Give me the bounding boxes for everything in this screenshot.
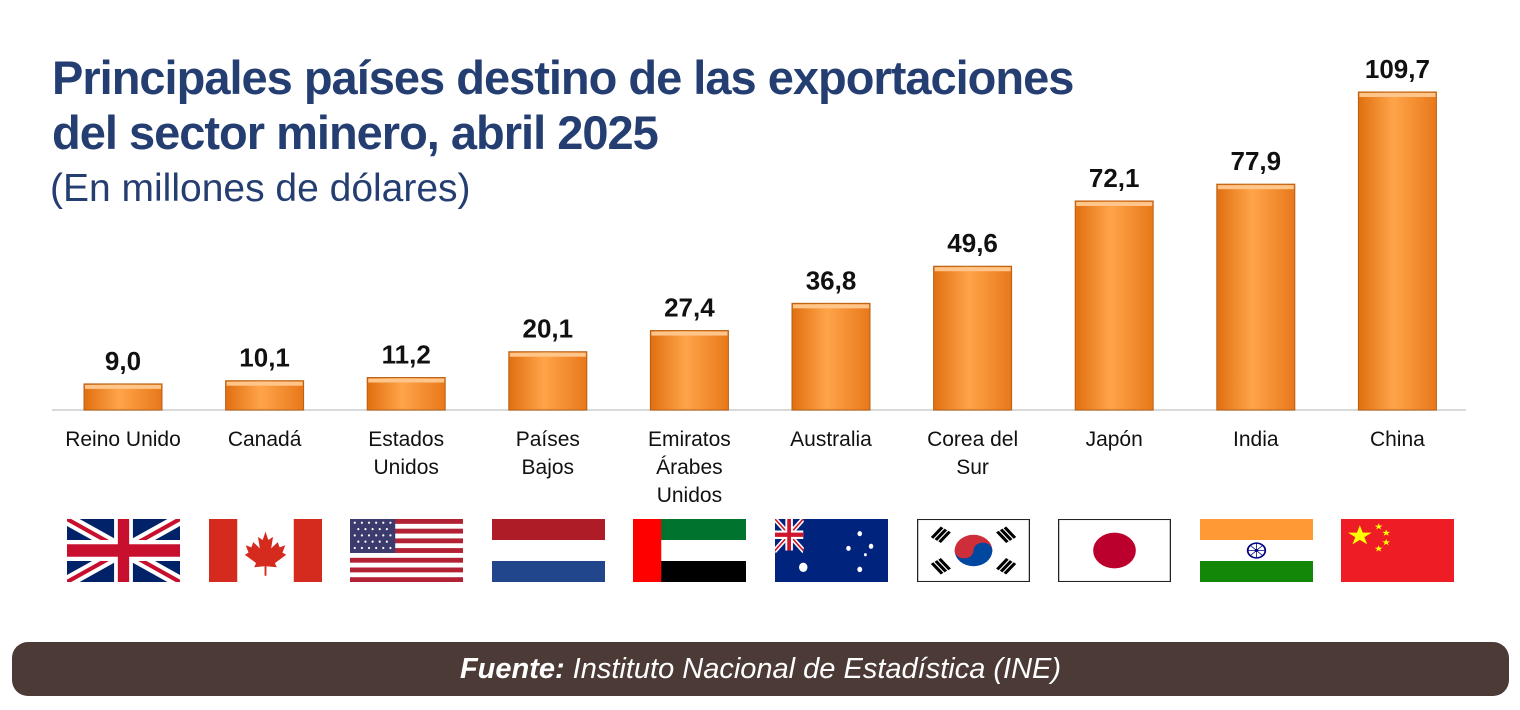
x-tick-label-line: Sur xyxy=(956,456,989,479)
australia-flag-icon xyxy=(775,519,888,582)
china-flag-icon xyxy=(1341,519,1455,582)
value-labels-group: 9,0 10,1 11,2 20,1 27,4 36,8 49,6 72,1 77,9 109,7 xyxy=(105,54,1430,376)
bar xyxy=(508,351,588,411)
bar xyxy=(1357,91,1437,411)
bar-top-highlight xyxy=(1359,93,1436,97)
bar-top-highlight xyxy=(226,381,303,386)
bar-top-highlight xyxy=(793,304,869,309)
x-tick-label: Canadá xyxy=(190,426,340,454)
x-tick-label-line: India xyxy=(1233,428,1279,451)
x-tick-label-line: Países xyxy=(515,428,580,451)
canada-flag-icon xyxy=(208,519,322,582)
x-tick-label: Australia xyxy=(756,426,906,454)
bar-value-label: 109,7 xyxy=(1365,54,1430,84)
chart-title: Principales países destino de las export… xyxy=(52,50,1074,160)
bar xyxy=(933,265,1013,411)
bar xyxy=(366,377,446,411)
bar-value-label: 20,1 xyxy=(522,314,573,344)
bar-value-label: 27,4 xyxy=(664,293,715,323)
x-tick-label: Japón xyxy=(1039,426,1189,454)
bar-top-highlight xyxy=(1076,201,1153,206)
x-tick-label: Países Bajos xyxy=(473,426,623,482)
bar-top-highlight xyxy=(1217,185,1294,190)
bar-top-highlight xyxy=(85,384,161,389)
bar-value-label: 72,1 xyxy=(1089,163,1140,193)
source-label: Fuente: xyxy=(459,652,565,685)
x-tick-label: Estados Unidos xyxy=(331,426,481,482)
x-tick-label-line: Canadá xyxy=(227,428,302,451)
x-tick-label: India xyxy=(1181,426,1331,454)
x-tick-label-line: Australia xyxy=(790,428,872,451)
x-tick-label: Emiratos Árabes Unidos xyxy=(614,426,764,510)
bar-value-label: 49,6 xyxy=(947,228,998,258)
bar-top-highlight xyxy=(509,352,586,357)
usa-flag-icon xyxy=(350,519,464,582)
bar-value-label: 36,8 xyxy=(806,265,857,295)
x-tick-label-line: Emiratos xyxy=(647,428,731,451)
x-tick-label-line: Estados xyxy=(368,428,445,451)
bar xyxy=(791,302,871,411)
x-tick-label-line: Reino Unido xyxy=(65,428,181,451)
x-tick-label-line: Japón xyxy=(1085,428,1143,451)
bar-top-highlight xyxy=(934,267,1011,272)
bar-value-label: 11,2 xyxy=(382,340,431,370)
x-tick-label-line: Corea del xyxy=(927,428,1019,451)
japan-flag-icon xyxy=(1058,519,1172,582)
bar-value-label: 10,1 xyxy=(239,343,290,373)
bar xyxy=(1216,183,1296,411)
x-tick-label: Corea del Sur xyxy=(898,426,1048,482)
chart-title-line-1: Principales países destino de las export… xyxy=(52,51,1074,104)
bar xyxy=(649,330,729,411)
uae-flag-icon xyxy=(633,519,747,582)
chart-title-line-2: del sector minero, abril 2025 xyxy=(52,106,659,159)
x-tick-label-line: Árabes xyxy=(656,456,723,479)
bar-top-highlight xyxy=(368,378,445,383)
netherlands-flag-icon xyxy=(491,519,605,582)
uk-flag-icon xyxy=(67,519,180,582)
bars-group xyxy=(83,91,1437,411)
bar-top-highlight xyxy=(651,331,728,336)
bar-value-label: 9,0 xyxy=(105,346,141,376)
x-tick-label-line: Unidos xyxy=(373,456,439,479)
x-tick-label: Reino Unido xyxy=(48,426,198,454)
x-tick-label-line: Bajos xyxy=(521,456,575,479)
source-text: Instituto Nacional de Estadística (INE) xyxy=(572,652,1062,685)
bar-chart: 9,0 10,1 11,2 20,1 27,4 36,8 49,6 72,1 77,9 109,7 xyxy=(52,54,1466,411)
source-footer: Fuente: Instituto Nacional de Estadístic… xyxy=(12,642,1509,696)
x-tick-label-line: China xyxy=(1369,428,1425,451)
india-flag-icon xyxy=(1199,519,1313,582)
x-tick-label: China xyxy=(1322,426,1472,454)
bar-value-label: 77,9 xyxy=(1230,146,1281,176)
x-tick-label-line: Unidos xyxy=(656,484,723,507)
bar xyxy=(1074,200,1154,411)
chart-subtitle: (En millones de dólares) xyxy=(50,167,471,210)
south-korea-flag-icon xyxy=(916,519,1030,582)
